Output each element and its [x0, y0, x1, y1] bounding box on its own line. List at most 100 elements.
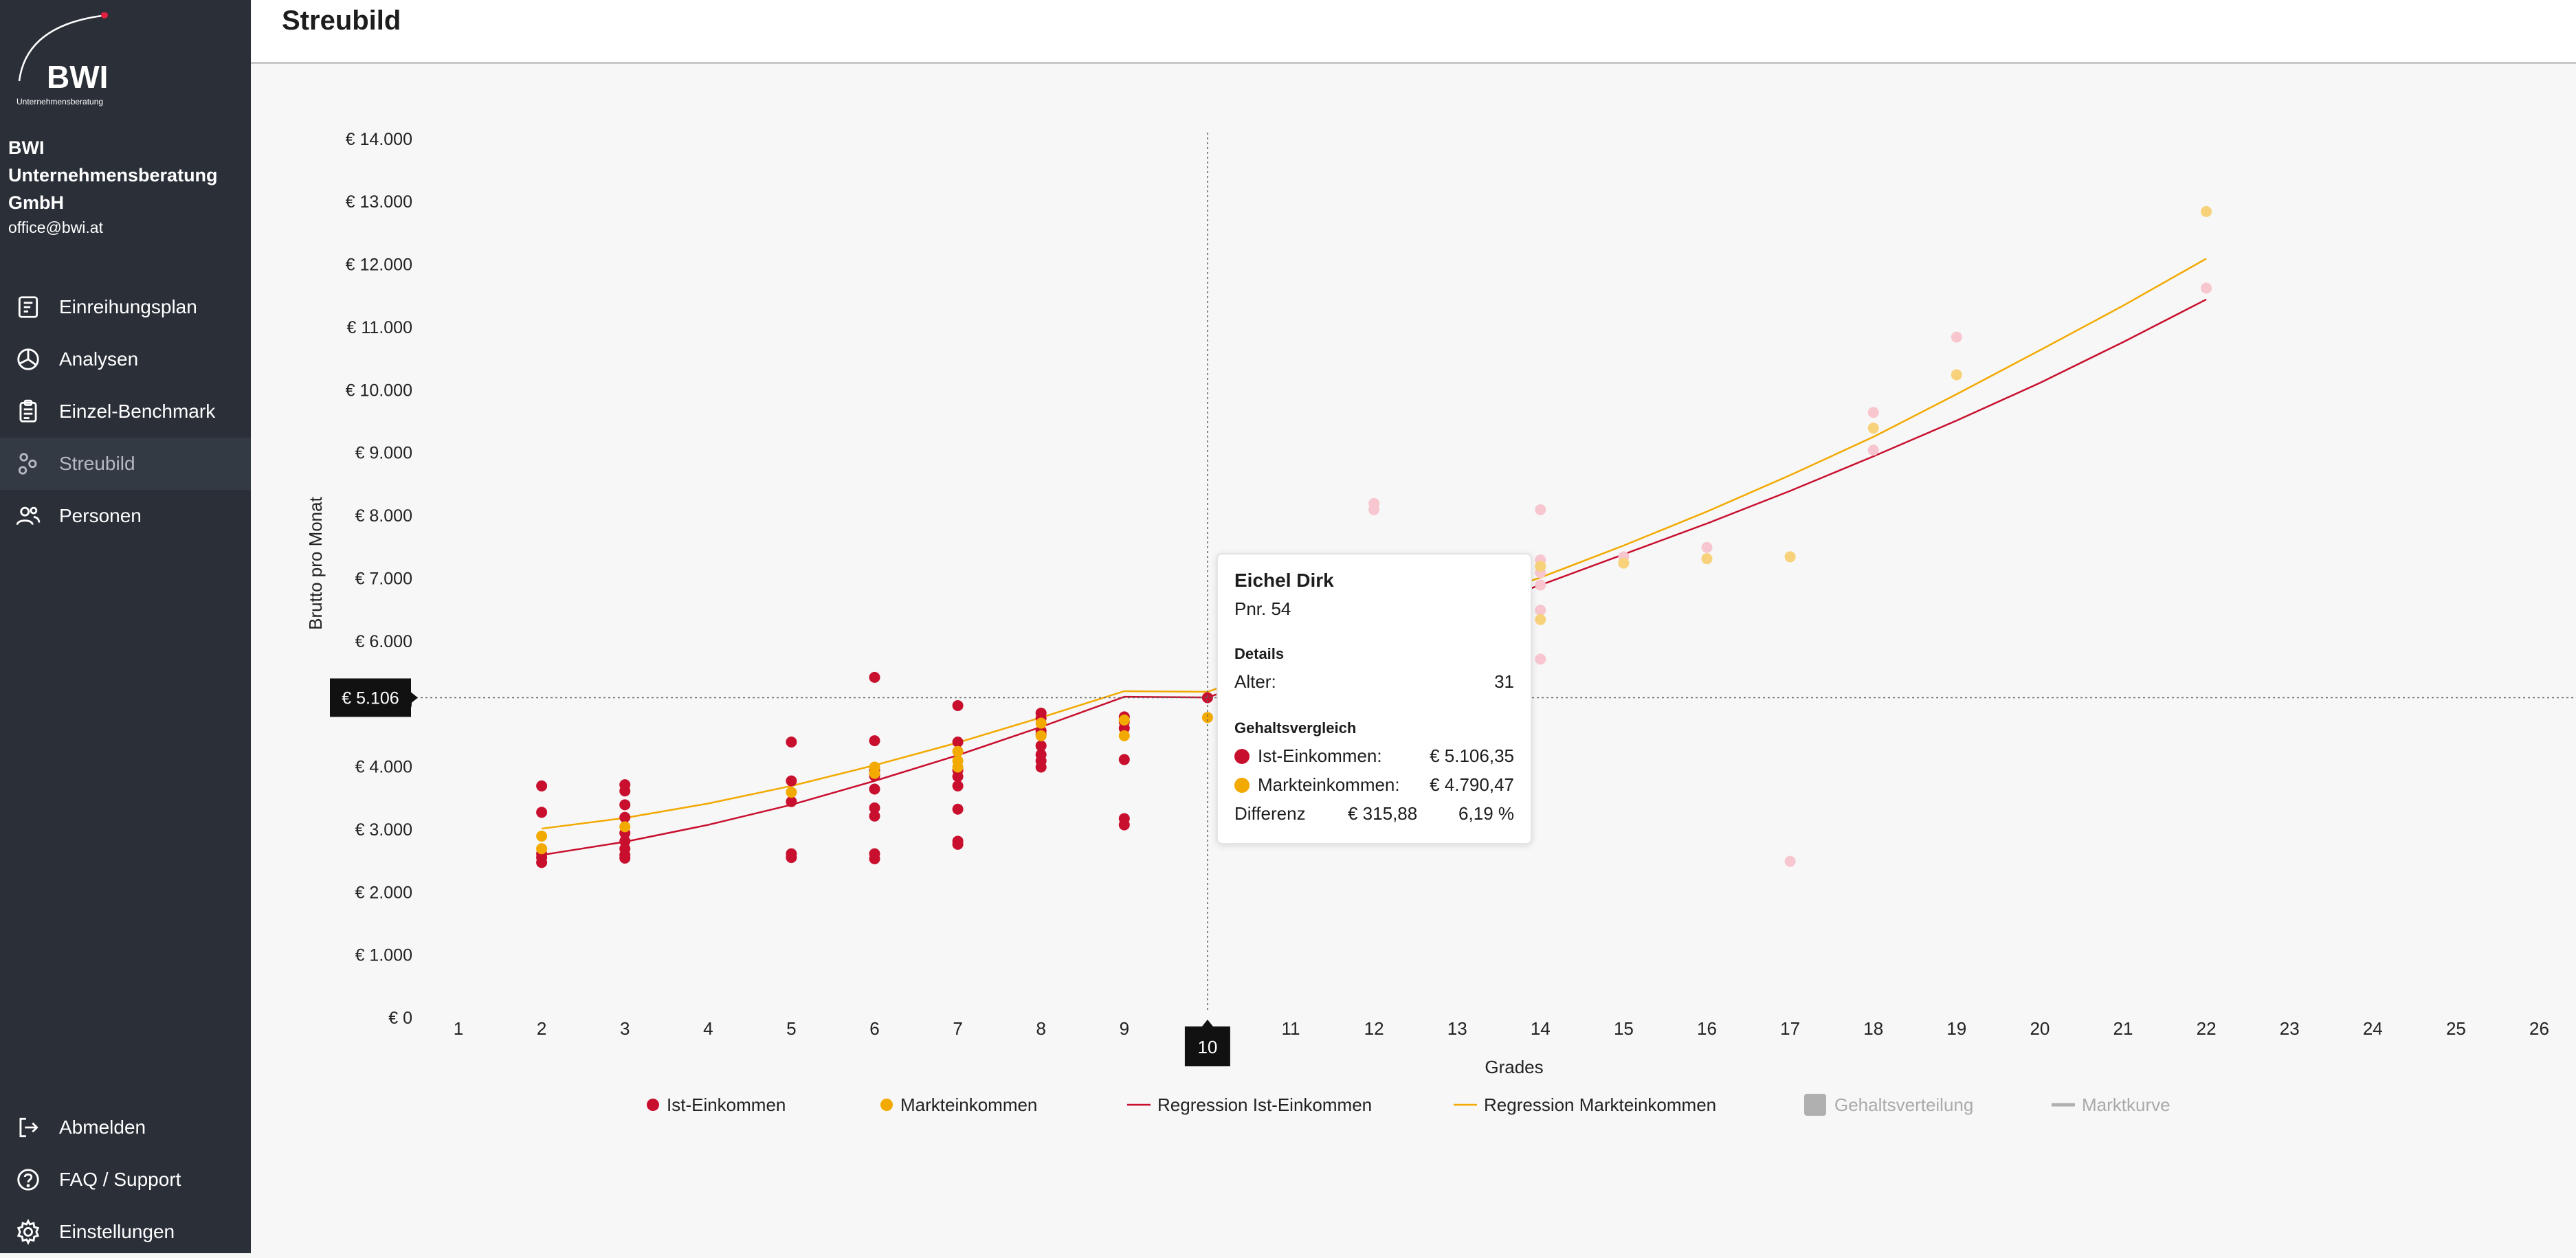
- legend-item[interactable]: Ist-Einkommen: [647, 1094, 786, 1115]
- data-point[interactable]: [1867, 423, 1879, 434]
- data-point[interactable]: [1701, 541, 1713, 553]
- tooltip-markt-value: € 4.790,47: [1430, 774, 1514, 795]
- data-point[interactable]: [952, 771, 964, 783]
- data-point[interactable]: [619, 811, 631, 823]
- data-point[interactable]: [2201, 282, 2212, 294]
- data-point[interactable]: [1535, 561, 1546, 572]
- data-point[interactable]: [619, 799, 631, 811]
- data-point[interactable]: [536, 843, 548, 855]
- data-point[interactable]: [786, 775, 797, 787]
- data-point[interactable]: [536, 831, 548, 842]
- data-point[interactable]: [786, 736, 797, 748]
- data-point[interactable]: [786, 796, 797, 807]
- data-point[interactable]: [1201, 712, 1213, 723]
- data-point[interactable]: [1867, 407, 1879, 418]
- data-point[interactable]: [2201, 205, 2212, 217]
- tooltip-diff-label: Differenz: [1234, 803, 1306, 824]
- legend-item[interactable]: Gehaltsverteilung: [1804, 1094, 1973, 1116]
- data-point[interactable]: [1035, 730, 1047, 741]
- data-point[interactable]: [1118, 754, 1130, 765]
- data-point[interactable]: [869, 802, 880, 813]
- data-point[interactable]: [1035, 717, 1047, 729]
- list-document-icon: [18, 296, 38, 318]
- x-tick-label: 1: [454, 1018, 463, 1039]
- data-point[interactable]: [1118, 722, 1130, 734]
- data-point[interactable]: [1951, 331, 1962, 343]
- data-point[interactable]: [536, 807, 548, 818]
- data-point[interactable]: [1035, 761, 1047, 773]
- nav-abmelden[interactable]: Abmelden: [0, 1101, 251, 1154]
- y-tick-label: € 13.000: [346, 192, 412, 212]
- data-point[interactable]: [952, 780, 964, 791]
- x-tick-label: 11: [1282, 1018, 1300, 1039]
- tooltip-alter-row: Alter: 31: [1234, 671, 1514, 693]
- data-point[interactable]: [1701, 553, 1713, 565]
- data-point[interactable]: [1867, 445, 1879, 456]
- data-point[interactable]: [952, 736, 964, 748]
- data-point[interactable]: [869, 810, 880, 822]
- data-point[interactable]: [869, 783, 880, 795]
- data-point[interactable]: [1118, 714, 1130, 726]
- data-point[interactable]: [619, 853, 631, 864]
- data-point[interactable]: [1535, 504, 1546, 515]
- tooltip-name: Eichel Dirk: [1234, 570, 1334, 591]
- data-point[interactable]: [1784, 551, 1796, 563]
- data-point[interactable]: [1535, 579, 1546, 591]
- nav-streubild[interactable]: Streubild: [0, 438, 251, 490]
- nav-einstellungen[interactable]: Einstellungen: [0, 1206, 251, 1258]
- legend-box-icon: [1804, 1094, 1826, 1116]
- legend-item[interactable]: Regression Ist-Einkommen: [1127, 1094, 1372, 1115]
- data-point[interactable]: [1951, 369, 1962, 381]
- data-point[interactable]: [619, 785, 631, 797]
- x-tick-label: 17: [1780, 1018, 1800, 1039]
- y-tick-label: € 3.000: [355, 820, 412, 840]
- legend-item[interactable]: Marktkurve: [2052, 1094, 2170, 1115]
- data-point[interactable]: [786, 852, 797, 864]
- data-point[interactable]: [1118, 730, 1130, 741]
- data-point[interactable]: [1535, 653, 1546, 665]
- data-point[interactable]: [1368, 504, 1380, 515]
- data-point[interactable]: [1535, 605, 1546, 616]
- x-tick-label: 23: [2280, 1018, 2300, 1039]
- nav-label: Personen: [59, 505, 142, 526]
- data-point[interactable]: [1118, 819, 1130, 831]
- data-point[interactable]: [952, 803, 964, 815]
- x-tick-label: 16: [1697, 1018, 1717, 1039]
- data-point[interactable]: [952, 838, 964, 850]
- nav-einzel-benchmark[interactable]: Einzel-Benchmark: [0, 385, 251, 438]
- x-tick-label: 21: [2113, 1018, 2133, 1039]
- nav-einreihungsplan[interactable]: Einreihungsplan: [0, 281, 251, 333]
- data-point[interactable]: [952, 745, 964, 757]
- tooltip-diff-row: Differenz € 315,88 6,19 %: [1234, 803, 1514, 824]
- x-tick-label: 5: [786, 1018, 796, 1039]
- data-point[interactable]: [619, 821, 631, 833]
- x-tick-label: 6: [869, 1018, 879, 1039]
- nav-label: Einzel-Benchmark: [59, 401, 216, 422]
- nav-label: Abmelden: [59, 1116, 146, 1138]
- x-tick-label: 19: [1946, 1018, 1966, 1039]
- nav-personen[interactable]: Personen: [0, 490, 251, 542]
- tooltip-pnr: Pnr. 54: [1234, 598, 1291, 619]
- nav-analysen[interactable]: Analysen: [0, 333, 251, 385]
- data-point[interactable]: [536, 780, 548, 791]
- legend-item[interactable]: Regression Markteinkommen: [1454, 1094, 1716, 1115]
- data-point[interactable]: [619, 835, 631, 847]
- company-name: BWI Unternehmensberatung GmbH: [8, 137, 218, 213]
- data-point[interactable]: [952, 761, 964, 773]
- data-point[interactable]: [786, 787, 797, 798]
- legend-item[interactable]: Markteinkommen: [880, 1094, 1037, 1115]
- nav-faq-support[interactable]: FAQ / Support: [0, 1154, 251, 1206]
- data-point[interactable]: [1201, 692, 1213, 704]
- x-tick-label: 2: [537, 1018, 546, 1039]
- data-point[interactable]: [1035, 740, 1047, 752]
- data-point[interactable]: [1784, 855, 1796, 867]
- data-point[interactable]: [536, 852, 548, 864]
- data-point[interactable]: [869, 735, 880, 747]
- data-point[interactable]: [1535, 614, 1546, 625]
- data-point[interactable]: [869, 767, 880, 779]
- data-point[interactable]: [952, 699, 964, 711]
- data-point[interactable]: [1618, 557, 1630, 569]
- data-point[interactable]: [869, 853, 880, 864]
- y-tick-label: € 10.000: [346, 381, 412, 400]
- data-point[interactable]: [869, 671, 880, 683]
